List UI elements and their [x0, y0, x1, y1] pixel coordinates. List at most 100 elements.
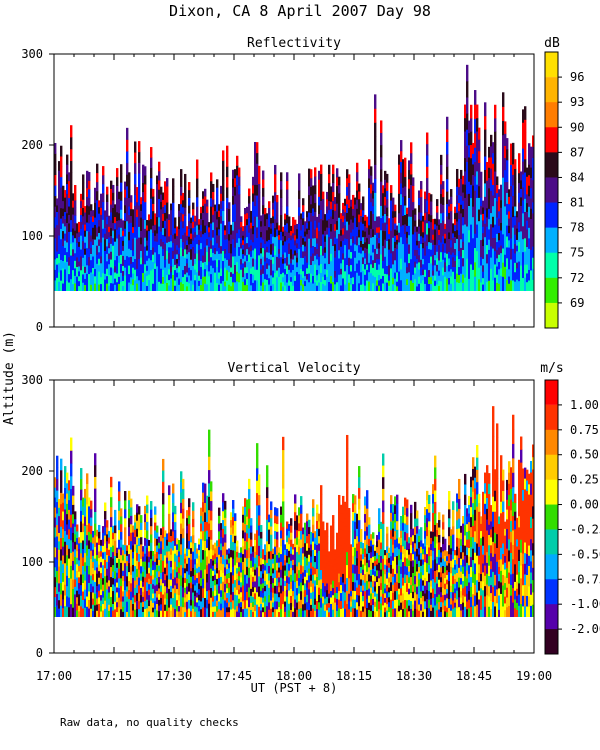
heatmap-cell — [62, 283, 65, 291]
heatmap-cell — [492, 195, 495, 207]
heatmap-cell — [218, 235, 221, 242]
heatmap-cell — [264, 231, 267, 238]
heatmap-cell — [326, 206, 329, 214]
heatmap-cell — [192, 234, 195, 241]
heatmap-cell — [362, 270, 365, 278]
heatmap-cell — [164, 189, 167, 198]
heatmap-cell — [262, 221, 265, 231]
heatmap-cell — [174, 222, 177, 229]
heatmap-cell — [366, 253, 369, 260]
heatmap-cell — [132, 215, 135, 222]
heatmap-cell — [480, 265, 483, 275]
heatmap-cell — [62, 268, 65, 277]
heatmap-cell — [204, 210, 207, 219]
heatmap-cell — [146, 582, 149, 592]
heatmap-cell — [102, 610, 105, 617]
heatmap-cell — [320, 218, 323, 228]
heatmap-cell — [186, 593, 189, 602]
heatmap-cell — [130, 236, 133, 244]
heatmap-cell — [494, 197, 497, 212]
heatmap-cell — [250, 602, 253, 610]
heatmap-cell — [216, 605, 219, 612]
heatmap-cell — [110, 596, 113, 608]
heatmap-cell — [390, 200, 393, 209]
heatmap-cell — [230, 571, 233, 580]
heatmap-cell — [264, 255, 267, 262]
heatmap-cell — [122, 255, 125, 261]
heatmap-cell — [220, 223, 223, 232]
heatmap-cell — [428, 276, 431, 285]
heatmap-cell — [68, 519, 71, 530]
heatmap-cell — [212, 601, 215, 607]
heatmap-cell — [462, 200, 465, 209]
heatmap-cell — [326, 234, 329, 242]
heatmap-cell — [288, 280, 291, 286]
heatmap-cell — [276, 276, 279, 285]
heatmap-cell — [256, 226, 259, 238]
heatmap-cell — [464, 250, 467, 265]
heatmap-cell — [134, 141, 137, 153]
heatmap-cell — [62, 528, 65, 538]
heatmap-cell — [426, 234, 429, 246]
heatmap-cell — [254, 569, 257, 576]
heatmap-cell — [158, 253, 161, 264]
heatmap-cell — [330, 216, 333, 225]
heatmap-cell — [168, 214, 171, 221]
heatmap-cell — [360, 259, 363, 267]
heatmap-cell — [144, 513, 147, 523]
heatmap-cell — [276, 222, 279, 230]
heatmap-cell — [88, 599, 91, 609]
heatmap-cell — [132, 278, 135, 286]
heatmap-cell — [260, 274, 263, 281]
heatmap-cell — [108, 247, 111, 254]
heatmap-cell — [154, 577, 157, 586]
heatmap-cell — [462, 265, 465, 275]
heatmap-cell — [154, 224, 157, 231]
heatmap-cell — [472, 153, 475, 165]
heatmap-cell — [330, 253, 333, 262]
heatmap-cell — [96, 245, 99, 255]
heatmap-cell — [234, 601, 237, 610]
heatmap-cell — [170, 560, 173, 568]
heatmap-cell — [88, 557, 91, 566]
heatmap-cell — [116, 547, 119, 554]
heatmap-cell — [240, 572, 243, 578]
heatmap-cell — [236, 223, 239, 234]
heatmap-cell — [500, 260, 503, 269]
heatmap-cell — [232, 169, 235, 179]
heatmap-cell — [264, 585, 267, 592]
heatmap-cell — [298, 248, 301, 258]
heatmap-cell — [132, 597, 135, 604]
heatmap-cell — [348, 257, 351, 267]
heatmap-cell — [448, 264, 451, 272]
heatmap-cell — [342, 215, 345, 223]
heatmap-cell — [58, 272, 61, 282]
heatmap-cell — [254, 586, 257, 594]
heatmap-cell — [248, 246, 251, 255]
heatmap-cell — [396, 272, 399, 278]
heatmap-cell — [58, 599, 61, 609]
heatmap-cell — [464, 210, 467, 225]
heatmap-cell — [376, 253, 379, 260]
heatmap-cell — [80, 478, 83, 490]
heatmap-cell — [524, 211, 527, 226]
heatmap-cell — [196, 572, 199, 579]
heatmap-cell — [156, 545, 159, 553]
heatmap-cell — [162, 199, 165, 207]
heatmap-cell — [164, 604, 167, 611]
heatmap-cell — [122, 601, 125, 607]
heatmap-cell — [188, 532, 191, 541]
heatmap-cell — [224, 234, 227, 240]
heatmap-cell — [234, 572, 237, 581]
heatmap-cell — [344, 238, 347, 246]
heatmap-cell — [124, 499, 127, 510]
heatmap-cell — [512, 258, 515, 270]
heatmap-cell — [182, 528, 185, 539]
heatmap-cell — [132, 551, 135, 559]
heatmap-cell — [98, 251, 101, 259]
heatmap-cell — [474, 175, 477, 191]
heatmap-cell — [78, 241, 81, 247]
heatmap-cell — [332, 200, 335, 211]
heatmap-cell — [148, 252, 151, 259]
heatmap-cell — [440, 232, 443, 243]
